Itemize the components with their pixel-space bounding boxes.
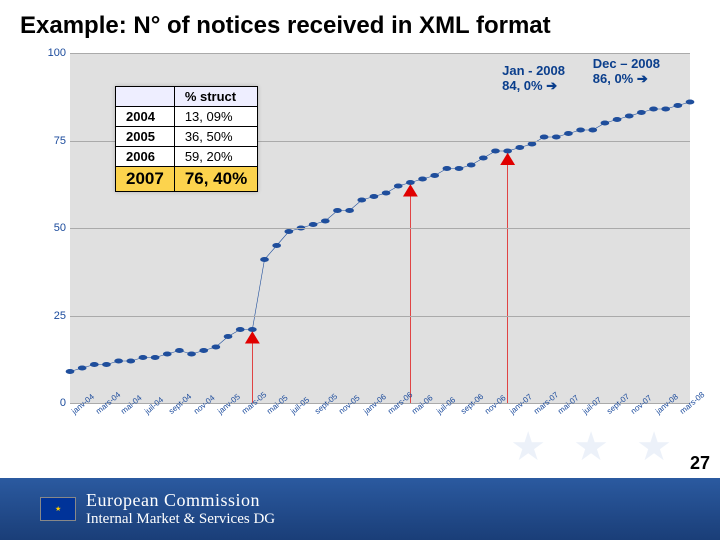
table-row: 200659, 20% xyxy=(116,147,258,167)
x-axis: janv-04mars-04mai-04juil-04sept-04nov-04… xyxy=(70,403,690,433)
table-cell-pct: 13, 09% xyxy=(174,107,257,127)
slide-title: Example: N° of notices received in XML f… xyxy=(0,0,720,48)
slide-number: 27 xyxy=(690,453,710,474)
y-tick-label: 100 xyxy=(48,47,66,59)
table-row: 200536, 50% xyxy=(116,127,258,147)
red-up-arrow xyxy=(403,184,418,403)
y-tick-label: 75 xyxy=(54,135,66,147)
callout-dec08-pct: 86, 0% xyxy=(593,71,637,86)
callout-jan08: Jan - 2008 84, 0% ➔ xyxy=(502,63,565,94)
y-tick-label: 25 xyxy=(54,310,66,322)
table-cell-year: 2005 xyxy=(116,127,175,147)
table-cell-year: 2004 xyxy=(116,107,175,127)
gridline xyxy=(70,316,690,317)
red-up-arrow xyxy=(500,153,515,403)
footer-line1: European Commission xyxy=(86,491,275,511)
footer: European Commission Internal Market & Se… xyxy=(0,478,720,540)
y-axis: 0255075100 xyxy=(40,53,70,403)
callout-jan08-pct: 84, 0% xyxy=(502,78,546,93)
footer-text: European Commission Internal Market & Se… xyxy=(86,491,275,527)
y-tick-label: 0 xyxy=(60,397,66,409)
table-row: 200413, 09% xyxy=(116,107,258,127)
y-tick-label: 50 xyxy=(54,222,66,234)
table-header-empty xyxy=(116,87,175,107)
callout-jan08-date: Jan - 2008 xyxy=(502,63,565,78)
right-arrow-icon: ➔ xyxy=(637,71,648,86)
red-up-arrow xyxy=(245,331,260,403)
table-cell-pct: 76, 40% xyxy=(174,167,257,192)
table-row: 200776, 40% xyxy=(116,167,258,192)
table-cell-pct: 59, 20% xyxy=(174,147,257,167)
footer-line2: Internal Market & Services DG xyxy=(86,511,275,528)
table-cell-year: 2006 xyxy=(116,147,175,167)
callout-dec08: Dec – 2008 86, 0% ➔ xyxy=(593,56,660,87)
table-header-pct: % struct xyxy=(174,87,257,107)
gridline xyxy=(70,228,690,229)
gridline xyxy=(70,53,690,54)
chart-container: 0255075100 janv-04mars-04mai-04juil-04se… xyxy=(40,53,690,433)
eu-flag-icon xyxy=(40,497,76,521)
table-cell-year: 2007 xyxy=(116,167,175,192)
right-arrow-icon: ➔ xyxy=(546,78,557,93)
callout-dec08-date: Dec – 2008 xyxy=(593,56,660,71)
struct-table: % struct 200413, 09%200536, 50%200659, 2… xyxy=(115,86,258,192)
table-cell-pct: 36, 50% xyxy=(174,127,257,147)
